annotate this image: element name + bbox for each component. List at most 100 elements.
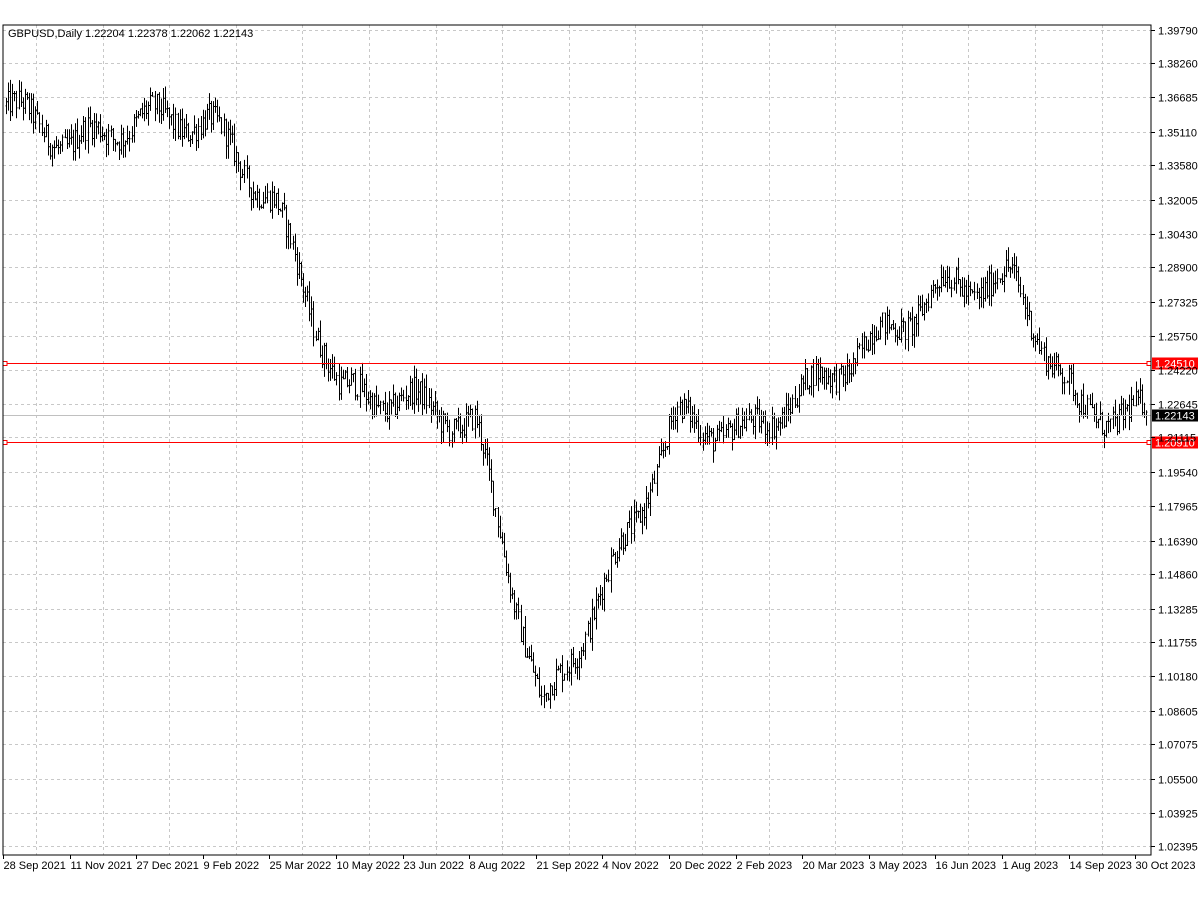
ohlc-bar — [195, 123, 198, 151]
ohlc-bar — [911, 306, 914, 346]
ohlc-bar — [149, 87, 152, 111]
ohlc-bar — [170, 114, 173, 126]
ohlc-bar — [61, 134, 64, 152]
ohlc-bar — [739, 425, 742, 439]
ohlc-bar — [158, 92, 161, 123]
ohlc-bar — [277, 188, 280, 216]
x-tick-label: 14 Sep 2023 — [1070, 860, 1132, 872]
level-handle-left[interactable] — [2, 440, 8, 445]
ohlc-bar — [706, 422, 709, 445]
ohlc-bar — [900, 308, 903, 343]
ohlc-bar — [628, 510, 631, 529]
ohlc-bar — [1109, 418, 1112, 433]
ohlc-bar — [1009, 266, 1012, 278]
ohlc-bar — [1105, 420, 1108, 438]
ohlc-bar — [1126, 404, 1129, 412]
ohlc-bar — [89, 106, 92, 128]
ohlc-bar — [51, 144, 54, 167]
ohlc-bar — [93, 112, 96, 148]
level-handle-right[interactable] — [1146, 440, 1152, 445]
ohlc-bar — [762, 411, 765, 424]
ohlc-bar — [821, 366, 824, 385]
ohlc-bar — [722, 415, 725, 444]
ohlc-bar — [243, 159, 246, 183]
ohlc-bar — [1055, 352, 1058, 371]
ohlc-bar — [555, 658, 558, 696]
ohlc-bar — [1070, 364, 1073, 384]
ohlc-bar — [540, 685, 543, 706]
ohlc-bar — [982, 277, 985, 309]
ohlc-bar — [852, 352, 855, 377]
ohlc-bar — [43, 127, 46, 143]
ohlc-bar — [894, 323, 897, 343]
y-tick-label: 1.13285 — [1158, 605, 1198, 617]
ohlc-bar — [461, 424, 464, 444]
ohlc-bar — [1005, 249, 1008, 278]
ohlc-bar — [402, 389, 405, 402]
ohlc-bar — [971, 289, 974, 294]
ohlc-bar — [1132, 395, 1135, 407]
ohlc-bar — [1061, 368, 1064, 395]
ohlc-bar — [200, 115, 203, 140]
ohlc-bar — [819, 357, 822, 383]
level-handle-right[interactable] — [1146, 361, 1152, 366]
ohlc-bar — [909, 312, 912, 322]
ohlc-bar — [992, 272, 995, 297]
ohlc-bar — [137, 111, 140, 119]
ohlc-bar — [641, 506, 644, 535]
level-handle-left[interactable] — [2, 361, 8, 366]
ohlc-bar — [1145, 410, 1148, 426]
ohlc-bar — [151, 92, 154, 97]
ohlc-bar — [41, 114, 44, 136]
ohlc-bar — [24, 88, 27, 114]
ohlc-bar — [938, 285, 941, 297]
y-tick-label: 1.10180 — [1158, 672, 1198, 684]
ohlc-bar — [220, 117, 223, 135]
ohlc-bar — [400, 387, 403, 402]
ohlc-bar — [930, 284, 933, 309]
ohlc-bar — [630, 505, 633, 544]
ohlc-bar — [204, 110, 207, 137]
ohlc-bar — [955, 266, 958, 294]
ohlc-bar — [593, 606, 596, 621]
ohlc-bar — [354, 368, 357, 401]
x-tick-label: 10 May 2022 — [337, 860, 401, 872]
ohlc-bar — [55, 136, 58, 149]
ohlc-bar — [223, 113, 226, 137]
ohlc-bar — [771, 406, 774, 446]
y-tick-label: 1.27325 — [1158, 298, 1198, 310]
ohlc-bar — [967, 274, 970, 306]
ohlc-bar — [344, 369, 347, 380]
ohlc-bar — [189, 135, 192, 147]
ohlc-bar — [503, 532, 506, 558]
ohlc-bar — [735, 408, 738, 436]
ohlc-bar — [699, 425, 702, 446]
ohlc-bar — [589, 617, 592, 643]
ohlc-bar — [241, 168, 244, 178]
horizontal-levels[interactable]: 1.22143 1.24510 1.20910 — [2, 357, 1198, 450]
ohlc-bar — [653, 470, 656, 484]
ohlc-bar — [287, 219, 290, 250]
ohlc-bar — [292, 235, 295, 250]
ohlc-bar — [246, 155, 249, 179]
ohlc-bar — [300, 261, 303, 287]
ohlc-bar — [338, 362, 341, 401]
ohlc-bar — [725, 424, 728, 439]
ohlc-bar — [107, 124, 110, 156]
ohlc-bar — [494, 507, 497, 517]
level-label: 1.24510 — [1155, 359, 1195, 371]
ohlc-bar — [440, 407, 443, 444]
ohlc-bar — [432, 401, 435, 416]
ohlc-bar — [20, 81, 23, 108]
level-label: 1.20910 — [1155, 438, 1195, 450]
ohlc-bar — [835, 364, 838, 396]
y-tick-label: 1.19540 — [1158, 468, 1198, 480]
ohlc-bar — [235, 146, 238, 174]
ohlc-bar — [346, 366, 349, 388]
ohlc-bar — [49, 143, 52, 160]
ohlc-bar — [166, 100, 169, 118]
ohlc-bar — [80, 125, 83, 144]
ohlc-bar — [367, 391, 370, 405]
